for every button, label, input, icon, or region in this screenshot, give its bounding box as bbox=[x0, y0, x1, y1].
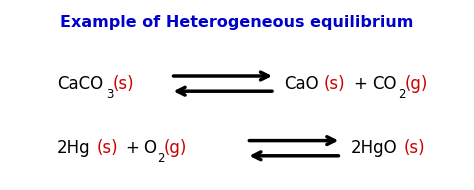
Text: CO: CO bbox=[372, 75, 397, 93]
Text: (g): (g) bbox=[164, 139, 187, 157]
Text: CaCO: CaCO bbox=[57, 75, 103, 93]
Text: O: O bbox=[144, 139, 156, 157]
Text: +: + bbox=[126, 139, 139, 157]
Text: +: + bbox=[353, 75, 367, 93]
Text: 2: 2 bbox=[398, 88, 406, 101]
Text: (g): (g) bbox=[404, 75, 428, 93]
Text: 2HgO: 2HgO bbox=[351, 139, 397, 157]
Text: (s): (s) bbox=[323, 75, 345, 93]
Text: 2Hg: 2Hg bbox=[57, 139, 91, 157]
Text: (s): (s) bbox=[96, 139, 118, 157]
Text: (s): (s) bbox=[404, 139, 426, 157]
Text: (s): (s) bbox=[113, 75, 135, 93]
Text: CaO: CaO bbox=[284, 75, 319, 93]
Text: 2: 2 bbox=[157, 152, 164, 165]
Text: Example of Heterogeneous equilibrium: Example of Heterogeneous equilibrium bbox=[60, 15, 414, 30]
Text: 3: 3 bbox=[107, 88, 114, 101]
